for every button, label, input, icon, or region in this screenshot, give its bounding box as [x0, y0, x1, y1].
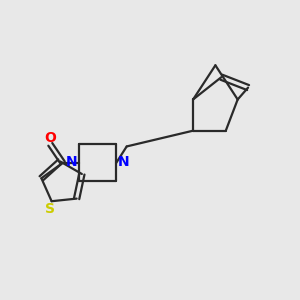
- Text: N: N: [66, 155, 78, 169]
- Text: O: O: [44, 130, 56, 145]
- Text: N: N: [118, 155, 129, 169]
- Text: S: S: [45, 202, 55, 216]
